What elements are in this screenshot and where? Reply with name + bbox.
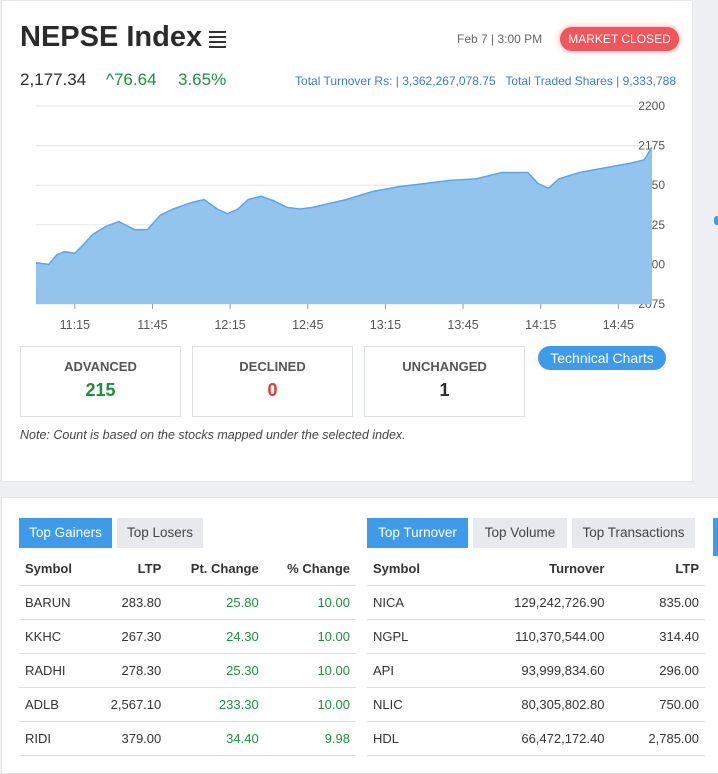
- turnover-cell: 110,370,544.00: [455, 619, 611, 654]
- table-row[interactable]: NLIC 80,305,802.80 750.00: [367, 687, 705, 722]
- table-header-row: Symbol LTP Pt. Change % Change: [19, 551, 356, 586]
- turnover-cell: 80,305,802.80: [455, 687, 611, 722]
- total-turnover: Total Turnover Rs: | 3,362,267,078.75: [295, 74, 496, 88]
- scroll-indicator[interactable]: [714, 216, 718, 225]
- index-value: 2,177.34: [20, 70, 87, 89]
- tab-top-gainers[interactable]: Top Gainers: [19, 518, 112, 548]
- ltp-cell: 267.30: [90, 619, 168, 654]
- x-tick-label: 12:15: [214, 318, 245, 332]
- percent-change-cell: 10.00: [264, 653, 356, 688]
- ltp-cell: 296.00: [610, 653, 705, 688]
- table-row[interactable]: API 93,999,834.60 296.00: [367, 653, 705, 688]
- x-tick-label: 13:45: [447, 318, 478, 332]
- ltp-cell: 283.80: [90, 585, 168, 620]
- advanced-label: ADVANCED: [64, 359, 137, 374]
- index-change: ^76.64: [106, 70, 157, 89]
- percent-change-cell: 10.00: [264, 585, 356, 620]
- page-title: NEPSE Index: [20, 21, 203, 53]
- table-row[interactable]: NICA 129,242,726.90 835.00: [367, 585, 705, 620]
- x-tick-label: 13:15: [370, 318, 401, 332]
- ltp-cell: 314.40: [610, 619, 705, 654]
- unchanged-box: UNCHANGED 1: [364, 346, 525, 417]
- pt-change-cell: 24.30: [167, 619, 265, 654]
- index-area-chart[interactable]: 22002175215021252100207511:1511:4512:151…: [2, 96, 692, 336]
- turnover-cell: 93,999,834.60: [455, 653, 611, 688]
- advanced-box: ADVANCED 215: [20, 346, 181, 417]
- tab-top-transactions[interactable]: Top Transactions: [572, 518, 695, 548]
- top-turnover-table: Symbol Turnover LTP NICA 129,242,726.90 83…: [367, 551, 705, 756]
- ltp-cell: 2,785.00: [610, 721, 705, 756]
- x-tick-label: 12:45: [292, 318, 323, 332]
- symbol-cell[interactable]: RIDI: [19, 721, 91, 756]
- x-tick-label: 11:15: [60, 318, 90, 332]
- market-datetime: Feb 7 | 3:00 PM: [457, 32, 543, 46]
- symbol-cell[interactable]: API: [367, 653, 456, 688]
- technical-charts-button[interactable]: Technical Charts: [538, 346, 666, 370]
- symbol-cell[interactable]: KKHC: [19, 619, 91, 654]
- table-row[interactable]: ADLB 2,567.10 233.30 10.00: [19, 687, 356, 722]
- advanced-value: 215: [85, 380, 116, 400]
- pt-change-cell: 233.30: [167, 687, 265, 722]
- table-header-row: Symbol Turnover LTP: [367, 551, 705, 586]
- pt-change-cell: 25.80: [167, 585, 265, 620]
- ltp-cell: 750.00: [610, 687, 705, 722]
- declined-value: 0: [267, 380, 278, 400]
- x-tick-label: 11:45: [137, 318, 167, 332]
- symbol-cell[interactable]: RADHI: [19, 653, 91, 688]
- ltp-cell: 2,567.10: [90, 687, 168, 722]
- pt-change-cell: 34.40: [167, 721, 265, 756]
- unchanged-label: UNCHANGED: [402, 359, 487, 374]
- menu-icon[interactable]: [209, 31, 226, 48]
- col-percent-change[interactable]: % Change: [264, 551, 356, 586]
- tab-top-volume[interactable]: Top Volume: [473, 518, 567, 548]
- col-symbol[interactable]: Symbol: [19, 551, 91, 586]
- symbol-cell[interactable]: NLIC: [367, 687, 456, 722]
- percent-change-cell: 9.98: [264, 721, 356, 756]
- declined-box: DECLINED 0: [192, 346, 353, 417]
- symbol-cell[interactable]: HDL: [367, 721, 456, 756]
- x-tick-label: 14:45: [603, 318, 634, 332]
- table-row[interactable]: RADHI 278.30 25.30 10.00: [19, 653, 356, 688]
- ltp-cell: 278.30: [90, 653, 168, 688]
- col-ltp[interactable]: LTP: [90, 551, 168, 586]
- total-traded-shares: Total Traded Shares | 9,333,788: [505, 74, 676, 88]
- index-line: [35, 146, 653, 266]
- symbol-cell[interactable]: NICA: [367, 585, 456, 620]
- tab-top-losers[interactable]: Top Losers: [117, 518, 203, 548]
- y-tick-label: 2175: [638, 139, 665, 153]
- unchanged-value: 1: [439, 380, 450, 400]
- y-tick-label: 2200: [638, 99, 665, 113]
- table-row[interactable]: BARUN 283.80 25.80 10.00: [19, 585, 356, 620]
- table-row[interactable]: NGPL 110,370,544.00 314.40: [367, 619, 705, 654]
- market-movers-card: Top Gainers Top Losers Top Turnover Top …: [1, 497, 718, 774]
- col-ltp[interactable]: LTP: [610, 551, 705, 586]
- turnover-summary: Total Turnover Rs: | 3,362,267,078.75 To…: [295, 74, 676, 88]
- turnover-cell: 66,472,172.40: [455, 721, 611, 756]
- col-turnover[interactable]: Turnover: [455, 551, 611, 586]
- symbol-cell[interactable]: BARUN: [19, 585, 91, 620]
- index-card: NEPSE Index Feb 7 | 3:00 PM MARKET CLOSE…: [1, 0, 693, 482]
- table-row[interactable]: RIDI 379.00 34.40 9.98: [19, 721, 356, 756]
- percent-change-cell: 10.00: [264, 619, 356, 654]
- declined-label: DECLINED: [239, 359, 306, 374]
- count-note: Note: Count is based on the stocks mappe…: [20, 428, 406, 442]
- top-gainers-table: Symbol LTP Pt. Change % Change BARUN 283.…: [19, 551, 356, 756]
- turnover-cell: 129,242,726.90: [455, 585, 611, 620]
- tab-top-turnover[interactable]: Top Turnover: [367, 518, 468, 548]
- index-area: [36, 147, 652, 304]
- col-pt-change[interactable]: Pt. Change: [167, 551, 265, 586]
- ltp-cell: 379.00: [90, 721, 168, 756]
- next-tab-edge[interactable]: [713, 518, 718, 556]
- ltp-cell: 835.00: [610, 585, 705, 620]
- symbol-cell[interactable]: NGPL: [367, 619, 456, 654]
- symbol-cell[interactable]: ADLB: [19, 687, 91, 722]
- x-tick-label: 14:15: [525, 318, 556, 332]
- index-percent-change: 3.65%: [178, 70, 227, 89]
- col-symbol[interactable]: Symbol: [367, 551, 456, 586]
- percent-change-cell: 10.00: [264, 687, 356, 722]
- table-row[interactable]: HDL 66,472,172.40 2,785.00: [367, 721, 705, 756]
- pt-change-cell: 25.30: [167, 653, 265, 688]
- market-status-badge: MARKET CLOSED: [560, 27, 679, 51]
- table-row[interactable]: KKHC 267.30 24.30 10.00: [19, 619, 356, 654]
